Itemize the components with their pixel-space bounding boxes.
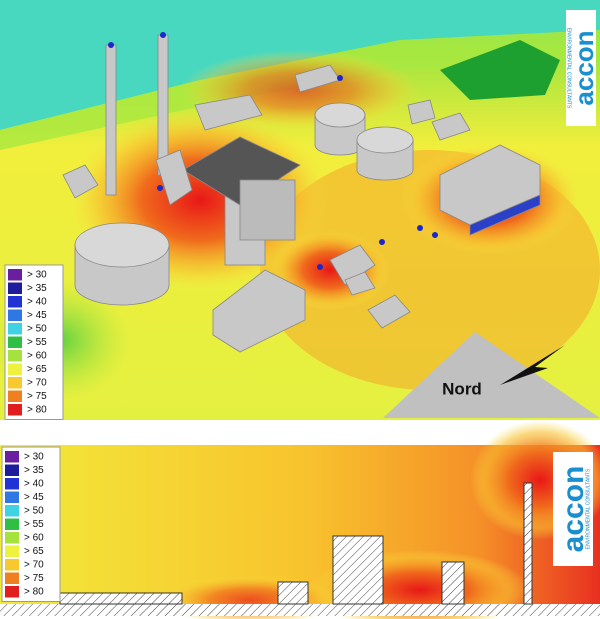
source	[432, 232, 438, 238]
north-arrow	[500, 345, 565, 385]
legend-swatch	[8, 363, 22, 375]
legend-label: > 80	[24, 586, 44, 597]
legend: > 30 > 35 > 40 > 45 > 50 > 55 > 60 > 65 > 70 > 75…	[1, 446, 61, 602]
legend-label: > 70	[24, 559, 44, 570]
legend: > 30 > 35 > 40 > 45 > 50 > 55 > 60 > 65 > 70 > 75…	[4, 264, 64, 420]
legend-swatch	[8, 323, 22, 335]
legend-label: > 75	[24, 573, 44, 584]
source	[379, 239, 385, 245]
legend-swatch	[5, 532, 19, 544]
logo-tagline: ENVIRONMENTAL CONSULTANTS	[566, 28, 572, 109]
section-view: accon ENVIRONMENTAL CONSULTANTS > 30 > 35…	[0, 420, 600, 619]
legend-swatch	[8, 282, 22, 294]
water-zone	[0, 0, 600, 130]
legend-swatch	[5, 572, 19, 584]
logo-name: accon	[557, 466, 590, 553]
legend-label: > 65	[27, 364, 47, 375]
source	[317, 264, 323, 270]
logo-box	[553, 452, 593, 566]
legend-label: > 60	[24, 532, 44, 543]
building	[277, 581, 309, 605]
buildings	[62, 34, 541, 353]
tank-top	[356, 126, 414, 154]
legend-swatch	[8, 350, 22, 362]
legend-label: > 65	[24, 546, 44, 557]
logo-box	[566, 10, 596, 126]
sources	[108, 32, 438, 270]
legend-label: > 80	[27, 404, 47, 415]
legend-swatch	[5, 559, 19, 571]
legend-swatch	[8, 390, 22, 402]
north-plate	[383, 332, 600, 418]
legend-swatch	[5, 464, 19, 476]
legend-swatch	[5, 491, 19, 503]
legend-swatch	[5, 505, 19, 517]
legend-label: > 45	[24, 492, 44, 503]
chimney	[523, 482, 533, 605]
source	[108, 42, 114, 48]
tank-top	[314, 102, 366, 128]
block	[329, 244, 376, 286]
legend-swatch	[8, 404, 22, 416]
block	[62, 164, 99, 199]
green-zone	[0, 30, 600, 150]
legend-label: > 50	[27, 323, 47, 334]
block	[344, 271, 376, 296]
legend-swatch	[5, 586, 19, 598]
legend-swatch	[5, 518, 19, 530]
source	[160, 32, 166, 38]
tank-top	[74, 222, 170, 268]
ground	[0, 604, 600, 616]
logo-tagline: ENVIRONMENTAL CONSULTANTS	[585, 468, 591, 549]
building	[441, 561, 465, 605]
legend-label: > 35	[27, 283, 47, 294]
sections	[59, 482, 533, 605]
block	[212, 269, 306, 353]
legend-label: > 75	[27, 391, 47, 402]
block	[155, 149, 193, 206]
building	[332, 535, 384, 605]
legend-label: > 30	[27, 269, 47, 280]
block	[194, 94, 263, 131]
legend-swatch	[8, 296, 22, 308]
top-view: Nord accon ENVIRONMENTAL CONSULTANTS > 3…	[0, 0, 600, 420]
legend-label: > 60	[27, 350, 47, 361]
logo-name: accon	[569, 30, 599, 105]
building	[59, 592, 183, 605]
green-field	[440, 40, 560, 100]
legend-label: > 40	[24, 478, 44, 489]
block	[407, 99, 436, 125]
legend-swatch	[5, 478, 19, 490]
legend-label: > 35	[24, 465, 44, 476]
block-side	[469, 194, 541, 236]
legend-swatch	[8, 336, 22, 348]
legend-label: > 40	[27, 296, 47, 307]
legend-label: > 55	[24, 519, 44, 530]
block	[239, 179, 296, 241]
source	[337, 75, 343, 81]
source	[157, 185, 163, 191]
chimney	[157, 34, 169, 176]
roof	[182, 136, 301, 206]
legend-label: > 55	[27, 337, 47, 348]
legend-swatch	[8, 269, 22, 281]
legend-swatch	[5, 545, 19, 557]
legend-label: > 70	[27, 377, 47, 388]
chimney	[105, 44, 117, 196]
north-label: Nord	[442, 379, 482, 398]
legend-label: > 30	[24, 451, 44, 462]
legend-swatch	[8, 309, 22, 321]
block	[431, 112, 471, 141]
legend-swatch	[8, 377, 22, 389]
block	[367, 294, 411, 329]
legend-swatch	[5, 451, 19, 463]
source	[417, 225, 423, 231]
legend-label: > 45	[27, 310, 47, 321]
legend-label: > 50	[24, 505, 44, 516]
